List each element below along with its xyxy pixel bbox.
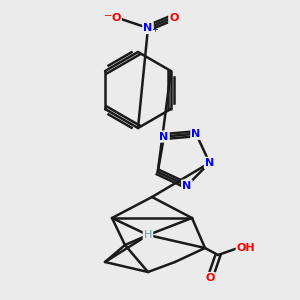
Text: H: H — [144, 230, 152, 240]
Text: −: − — [104, 11, 112, 21]
Text: O: O — [111, 13, 121, 23]
Text: N: N — [205, 158, 214, 168]
Text: OH: OH — [237, 243, 255, 253]
Text: O: O — [169, 13, 179, 23]
Text: O: O — [205, 273, 215, 283]
Text: N: N — [159, 132, 169, 142]
Text: N: N — [182, 181, 191, 190]
Text: +: + — [152, 26, 158, 34]
Text: N: N — [143, 23, 153, 33]
Text: N: N — [191, 129, 201, 139]
